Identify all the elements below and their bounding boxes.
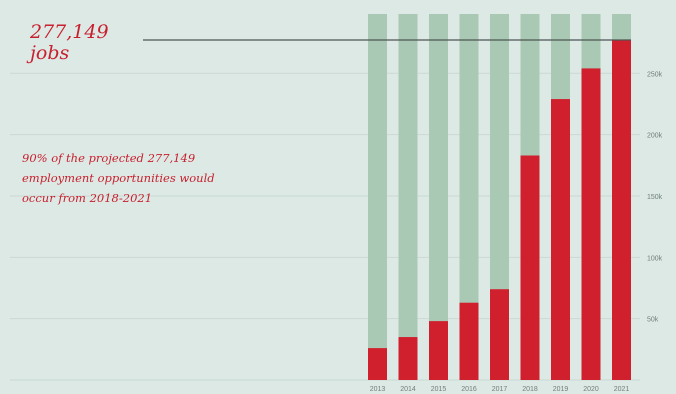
jobs-bar-2020 <box>581 68 601 381</box>
y-tick-label: 50k <box>647 317 659 324</box>
x-tick-label: 2018 <box>522 386 538 393</box>
projection-note-line-3: occur from 2018-2021 <box>22 191 153 205</box>
projection-note: 90% of the projected 277,149 employment … <box>22 148 322 208</box>
jobs-bar-2016 <box>459 302 479 380</box>
x-tick-label: 2015 <box>431 386 447 393</box>
bars <box>368 14 631 381</box>
y-tick-label: 150k <box>647 194 663 201</box>
jobs-bar-2021 <box>612 40 631 380</box>
total-bar-2016 <box>459 14 479 380</box>
total-bar-2015 <box>429 14 448 380</box>
total-jobs-annotation: 277,149 jobs <box>30 22 109 64</box>
x-tick-label: 2013 <box>370 386 386 393</box>
x-tick-label: 2017 <box>492 386 508 393</box>
gridlines <box>10 72 640 381</box>
x-tick-label: 2019 <box>553 386 569 393</box>
x-tick-label: 2020 <box>583 386 599 393</box>
total-jobs-unit: jobs <box>30 42 70 64</box>
jobs-bar-2014 <box>398 337 418 380</box>
total-bar-2014 <box>398 14 418 380</box>
total-bar-2017 <box>490 14 509 380</box>
y-axis-tick-labels: 50k 100k 150k 200k 250k <box>647 71 663 323</box>
projection-note-line-2: employment opportunities would <box>22 171 215 185</box>
jobs-bar-2013 <box>368 348 387 380</box>
jobs-bar-2018 <box>520 155 540 380</box>
y-tick-label: 100k <box>647 255 663 262</box>
projection-note-line-1: 90% of the projected 277,149 <box>22 151 196 165</box>
jobs-bar-2015 <box>429 321 448 380</box>
x-tick-label: 2016 <box>461 386 477 393</box>
x-axis-tick-labels: 2013 2014 2015 2016 2017 2018 2019 2020 2021 <box>370 386 630 393</box>
jobs-bar-2017 <box>490 289 509 380</box>
x-tick-label: 2021 <box>614 386 630 393</box>
total-bar-2013 <box>368 14 387 380</box>
y-tick-label: 250k <box>647 71 663 78</box>
x-tick-label: 2014 <box>400 386 416 393</box>
y-tick-label: 200k <box>647 133 663 140</box>
jobs-bar-2019 <box>551 99 570 380</box>
total-jobs-value: 277,149 <box>30 21 109 43</box>
